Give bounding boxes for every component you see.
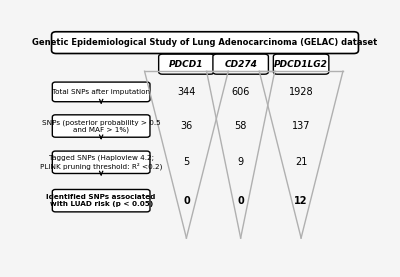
FancyBboxPatch shape: [273, 54, 329, 74]
Text: 12: 12: [294, 196, 308, 206]
FancyBboxPatch shape: [213, 54, 268, 74]
FancyBboxPatch shape: [52, 82, 150, 102]
Text: CD274: CD274: [224, 60, 257, 69]
Text: 5: 5: [183, 157, 190, 167]
Text: PDCD1LG2: PDCD1LG2: [274, 60, 328, 69]
Text: 0: 0: [237, 196, 244, 206]
Text: 58: 58: [234, 121, 247, 131]
FancyBboxPatch shape: [52, 189, 150, 212]
Text: Identified SNPs associated
with LUAD risk (p < 0.05): Identified SNPs associated with LUAD ris…: [46, 194, 156, 207]
FancyBboxPatch shape: [159, 54, 214, 74]
Text: 606: 606: [232, 87, 250, 97]
Text: PDCD1: PDCD1: [169, 60, 204, 69]
FancyBboxPatch shape: [52, 115, 150, 137]
Text: 9: 9: [238, 157, 244, 167]
Text: 344: 344: [177, 87, 196, 97]
Text: Tagged SNPs (Haploview 4.2;
PLINK pruning threshold: R² <0.2): Tagged SNPs (Haploview 4.2; PLINK prunin…: [40, 155, 162, 170]
Text: 36: 36: [180, 121, 192, 131]
FancyBboxPatch shape: [52, 32, 358, 53]
Text: 1928: 1928: [289, 87, 314, 97]
Text: Genetic Epidemiological Study of Lung Adenocarcinoma (GELAC) dataset: Genetic Epidemiological Study of Lung Ad…: [32, 38, 378, 47]
FancyBboxPatch shape: [52, 151, 150, 173]
Text: 21: 21: [295, 157, 307, 167]
Text: SNPs (posterior probability > 0.5
and MAF > 1%): SNPs (posterior probability > 0.5 and MA…: [42, 119, 160, 133]
Text: Total SNPs after imputation: Total SNPs after imputation: [52, 89, 150, 95]
Text: 0: 0: [183, 196, 190, 206]
Text: 137: 137: [292, 121, 310, 131]
